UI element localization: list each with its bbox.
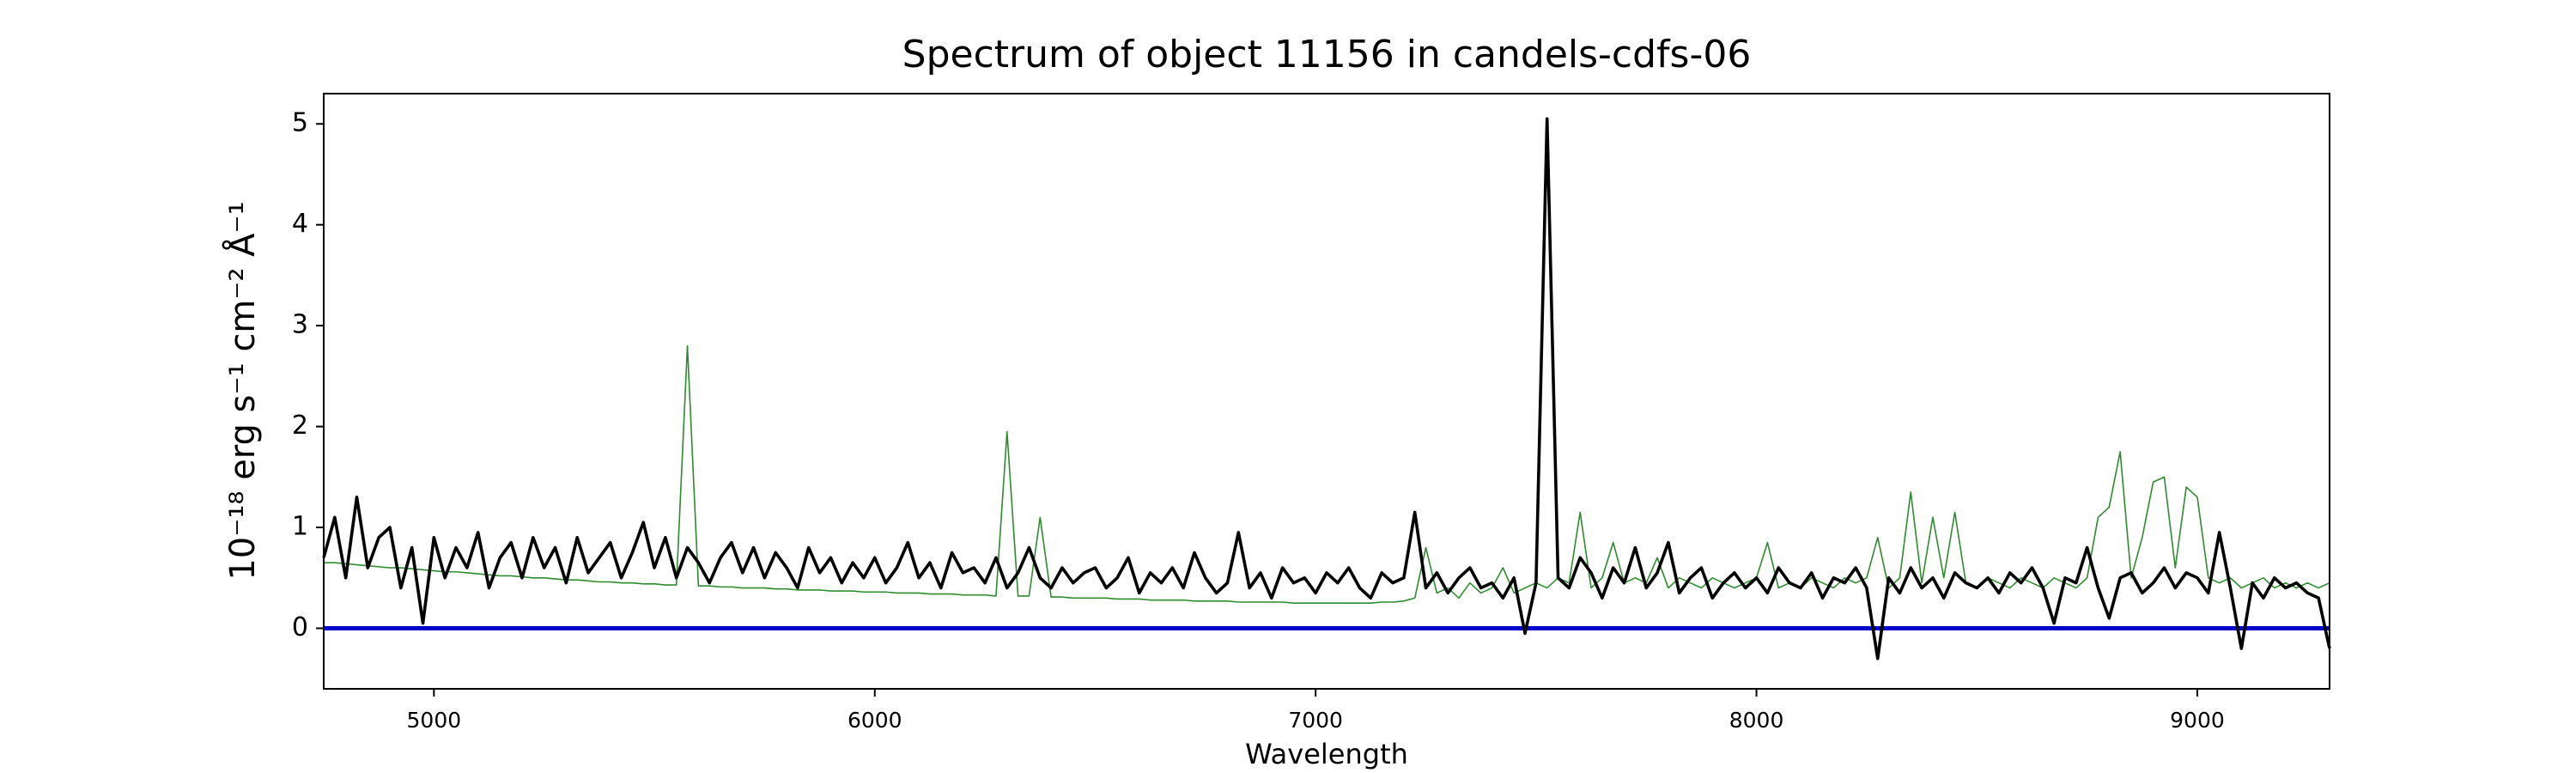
x-tick-label: 8000 bbox=[1729, 708, 1784, 733]
y-tick-label: 0 bbox=[292, 612, 308, 642]
spectrum-line bbox=[324, 344, 2330, 604]
y-tick-label: 5 bbox=[292, 108, 308, 138]
chart-title: Spectrum of object 11156 in candels-cdfs… bbox=[902, 33, 1752, 76]
x-tick-label: 7000 bbox=[1288, 708, 1343, 733]
plot-frame bbox=[323, 93, 2330, 690]
y-axis-label: 10⁻¹⁸ erg s⁻¹ cm⁻² Å⁻¹ bbox=[222, 201, 263, 580]
x-axis-label: Wavelength bbox=[1245, 738, 1408, 770]
x-tick-label: 5000 bbox=[407, 708, 462, 733]
y-tick-label: 3 bbox=[292, 310, 308, 340]
y-tick-label: 4 bbox=[292, 209, 308, 239]
x-tick-label: 6000 bbox=[848, 708, 902, 733]
y-tick-label: 2 bbox=[292, 411, 308, 441]
x-tick-label: 9000 bbox=[2170, 708, 2225, 733]
y-tick-label: 1 bbox=[292, 512, 308, 542]
spectrum-line bbox=[322, 117, 2331, 660]
